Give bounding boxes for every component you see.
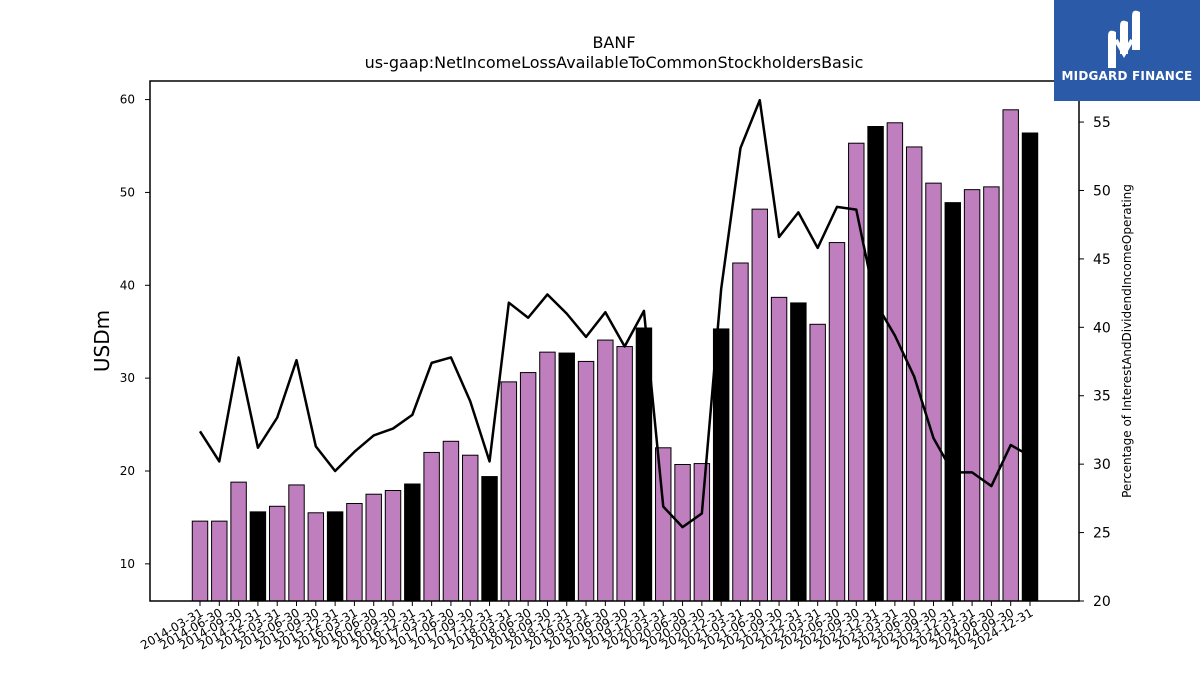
y-right-tick-label: 40 xyxy=(1093,320,1111,336)
chart-title: BANF xyxy=(592,33,635,52)
y-tick-label: 60 xyxy=(120,93,135,107)
bar-2018-03-31 xyxy=(500,381,518,602)
bar-2017-09-30 xyxy=(462,454,479,602)
x-axis: 2014-03-312014-06-302014-09-302014-12-31… xyxy=(138,601,1036,652)
bar-2021-12-31 xyxy=(790,302,807,602)
bar-2014-03-31 xyxy=(191,520,209,602)
bar-2022-06-30 xyxy=(828,242,846,602)
y-tick-label: 10 xyxy=(120,557,135,571)
bar-2020-12-31 xyxy=(712,328,730,602)
bar-2022-12-31 xyxy=(867,126,884,602)
bar-2017-06-30 xyxy=(442,440,460,602)
bar-2016-03-31 xyxy=(346,503,363,602)
bar-2020-03-31 xyxy=(655,447,672,602)
bar-2015-12-31 xyxy=(326,511,344,602)
y-tick-label: 50 xyxy=(120,185,135,199)
bar-2015-03-31 xyxy=(268,505,286,602)
y-axis-left: 10 20 30 40 50 60 xyxy=(120,93,150,571)
bar-2017-12-31 xyxy=(481,476,498,602)
y-right-tick-label: 50 xyxy=(1093,183,1111,199)
logo: MIDGARD FINANCE xyxy=(1054,0,1200,101)
bar-2017-03-31 xyxy=(423,451,440,602)
bar-2021-06-30 xyxy=(751,208,768,602)
bar-2018-12-31 xyxy=(558,352,575,602)
bar-2020-06-30 xyxy=(674,464,691,602)
y-axis-right: 20 25 30 35 40 45 50 55 xyxy=(1079,115,1111,610)
bar-2019-06-30 xyxy=(597,339,614,602)
ratio-line xyxy=(198,98,1031,529)
bar-2016-06-30 xyxy=(365,493,382,602)
bar-2018-06-30 xyxy=(519,372,537,602)
y-axis-right-label: Percentage of InterestAndDividendIncomeO… xyxy=(1120,184,1134,498)
bar-2024-03-31 xyxy=(963,189,981,602)
bar-2015-09-30 xyxy=(307,512,325,602)
y-tick-label: 40 xyxy=(120,278,135,292)
bar-series xyxy=(191,109,1039,602)
bar-2023-09-30 xyxy=(925,182,942,602)
y-right-tick-label: 45 xyxy=(1093,252,1111,268)
bar-2016-12-31 xyxy=(404,483,421,602)
bar-2022-03-31 xyxy=(809,323,826,602)
y-right-tick-label: 20 xyxy=(1093,594,1111,610)
bar-2016-09-30 xyxy=(384,490,402,602)
bar-2023-12-31 xyxy=(944,202,962,602)
y-right-tick-label: 55 xyxy=(1093,115,1111,131)
bar-2014-12-31 xyxy=(249,511,267,602)
bar-2024-06-30 xyxy=(983,186,1000,602)
bar-2024-12-31 xyxy=(1021,132,1039,602)
bar-2019-03-31 xyxy=(577,360,595,602)
y-right-tick-label: 30 xyxy=(1093,457,1111,473)
bar-2014-09-30 xyxy=(230,481,247,602)
bar-2021-03-31 xyxy=(732,262,749,602)
bar-2024-09-30 xyxy=(1002,109,1019,602)
y-axis-label: USDm xyxy=(90,310,114,372)
bar-2018-09-30 xyxy=(539,351,556,602)
plot-frame xyxy=(149,80,1080,602)
bar-2023-03-31 xyxy=(886,122,904,602)
bar-2015-06-30 xyxy=(288,484,305,602)
midgard-m-icon xyxy=(1108,10,1140,69)
y-tick-label: 30 xyxy=(120,371,135,385)
y-right-tick-label: 25 xyxy=(1093,526,1111,542)
y-right-tick-label: 35 xyxy=(1093,389,1111,405)
bar-2019-09-30 xyxy=(616,346,633,602)
bar-2021-09-30 xyxy=(770,296,788,602)
chart-subtitle: us-gaap:NetIncomeLossAvailableToCommonSt… xyxy=(365,53,864,72)
bar-2020-09-30 xyxy=(693,463,711,602)
logo-text: MIDGARD FINANCE xyxy=(1061,69,1193,83)
bar-2014-06-30 xyxy=(211,520,228,602)
y-tick-label: 20 xyxy=(120,464,135,478)
